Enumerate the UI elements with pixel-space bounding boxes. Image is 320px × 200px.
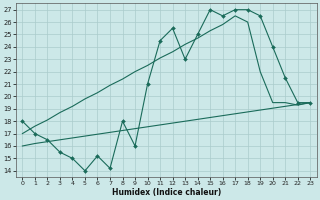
X-axis label: Humidex (Indice chaleur): Humidex (Indice chaleur) [112, 188, 221, 197]
